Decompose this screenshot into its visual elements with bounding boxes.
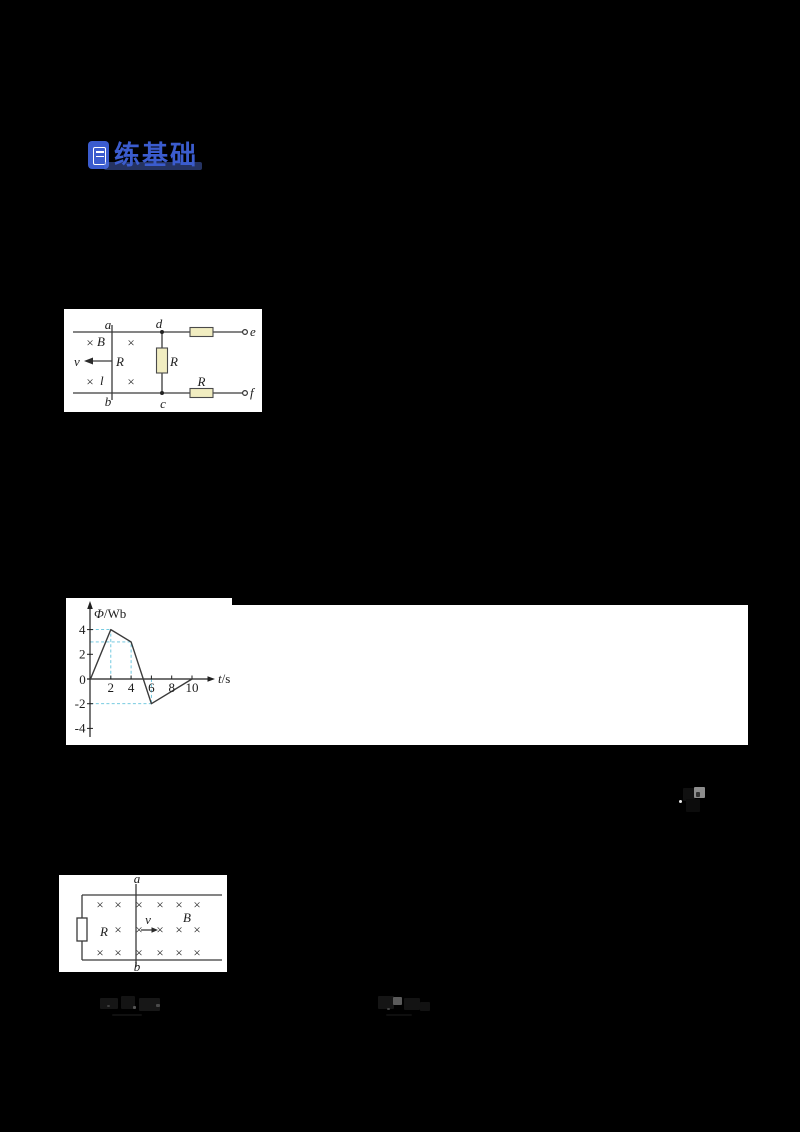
- y-tick-label: 2: [79, 647, 86, 662]
- artifact-formula-fragment: [121, 996, 135, 1009]
- artifact-icon: [696, 792, 700, 797]
- field-cross-symbol: ×: [96, 897, 103, 912]
- x-tick-label: 2: [108, 680, 115, 695]
- node-d-label: d: [156, 316, 163, 331]
- artifact-formula-fragment: [378, 996, 394, 1009]
- artifact-dot: [679, 800, 682, 803]
- node-b-label: b: [134, 959, 141, 972]
- rod-resistance-label: R: [115, 354, 124, 369]
- x-axis-arrow: [207, 676, 215, 682]
- node-c-label: c: [160, 396, 166, 411]
- artifact-icon: [686, 799, 700, 812]
- artifact-formula-fragment: [393, 997, 402, 1005]
- field-cross-symbol: ×: [127, 374, 134, 389]
- node-c-dot: [160, 391, 164, 395]
- artifact-formula-fragment: [386, 1014, 412, 1016]
- field-cross-symbol: ×: [193, 897, 200, 912]
- resistor-label: R: [99, 924, 108, 939]
- node-d-dot: [160, 330, 164, 334]
- y-axis-title: Φ/Wb: [94, 606, 126, 621]
- workbook-icon: [88, 141, 109, 169]
- terminal-e-circle: [242, 329, 249, 336]
- y-tick-label: 4: [79, 622, 86, 637]
- field-cross-symbol: ×: [175, 922, 182, 937]
- artifact-formula-fragment: [139, 998, 160, 1011]
- field-cross-symbol: ×: [114, 922, 121, 937]
- x-axis-title: t/s: [218, 671, 230, 686]
- artifact-icon: [683, 788, 695, 801]
- field-cross-symbol: ×: [175, 945, 182, 960]
- artifact-formula-fragment: [107, 1005, 110, 1007]
- x-tick-label: 4: [128, 680, 135, 695]
- circuit-figure-svg: a b d c e f × B × v R R R × l ×: [73, 316, 256, 411]
- field-cross-symbol: ×: [193, 945, 200, 960]
- field-cross-symbol: ×: [156, 922, 163, 937]
- resistor-box: [76, 917, 88, 942]
- field-cross-symbol: ×: [114, 897, 121, 912]
- field-cross-symbol: ×: [135, 897, 142, 912]
- artifact-formula-fragment: [387, 1008, 390, 1010]
- graph-background-strip: [66, 605, 748, 745]
- field-cross-symbol: ×: [175, 897, 182, 912]
- bottom-resistor-label: R: [197, 374, 206, 389]
- x-tick-label: 8: [168, 680, 175, 695]
- artifact-formula-fragment: [133, 1006, 136, 1009]
- section-badge-underline: [104, 162, 202, 170]
- field-cross-symbol: ×: [114, 945, 121, 960]
- middle-resistor-label: R: [169, 354, 178, 369]
- field-cross-symbol: ×: [96, 945, 103, 960]
- middle-resistor-box: [155, 347, 169, 374]
- node-a-label: a: [134, 875, 141, 886]
- artifact-formula-fragment: [112, 1014, 142, 1016]
- velocity-label: v: [74, 354, 80, 369]
- node-b-label: b: [105, 394, 112, 409]
- terminal-f-circle: [242, 389, 249, 396]
- origin-label: 0: [79, 672, 86, 687]
- artifact-formula-fragment: [100, 998, 118, 1009]
- field-cross-symbol: ×: [86, 374, 93, 389]
- artifact-formula-fragment: [420, 1002, 430, 1011]
- x-tick-label: 6: [148, 680, 155, 695]
- velocity-arrow-head: [84, 357, 93, 365]
- y-tick-label: -2: [75, 696, 86, 711]
- field-b-label: B: [183, 910, 191, 925]
- top-resistor-box: [189, 326, 214, 338]
- terminal-e-label: e: [250, 324, 256, 339]
- flux-time-graph: 2 4 6 8 10 4 2 -2 -4 Φ/Wb t/s 0: [66, 598, 748, 745]
- field-cross-symbol: ×: [86, 335, 93, 350]
- field-cross-symbol: ×: [156, 945, 163, 960]
- velocity-label: v: [145, 912, 151, 927]
- bottom-resistor-box: [189, 387, 214, 399]
- field-cross-symbol: ×: [127, 335, 134, 350]
- y-tick-label: -4: [75, 721, 86, 736]
- artifact-formula-fragment: [156, 1004, 160, 1007]
- field-b-label: B: [97, 334, 105, 349]
- velocity-arrow-head: [151, 927, 158, 933]
- x-tick-label: 10: [186, 680, 199, 695]
- rail-circuit-figure: × × × × × × × × × × × × × × × × × a b R v B: [59, 871, 227, 974]
- rail-circuit-svg: × × × × × × × × × × × × × × × × × a b R v B: [76, 871, 222, 974]
- field-cross-symbol: ×: [135, 922, 142, 937]
- terminal-f-label: f: [250, 385, 256, 400]
- node-a-label: a: [105, 317, 112, 332]
- flux-curve: [89, 628, 193, 705]
- section-badge: 练基础: [88, 139, 198, 171]
- section-badge-label: 练基础: [114, 140, 199, 170]
- field-cross-symbol: ×: [135, 945, 142, 960]
- artifact-formula-fragment: [404, 998, 420, 1010]
- circuit-figure: a b d c e f × B × v R R R × l ×: [64, 309, 262, 412]
- field-crosses: × × × × × × × × × × × × × × × × ×: [96, 897, 200, 960]
- field-cross-symbol: ×: [156, 897, 163, 912]
- y-axis-arrow: [87, 601, 93, 609]
- field-cross-symbol: ×: [193, 922, 200, 937]
- rod-length-label: l: [100, 373, 104, 388]
